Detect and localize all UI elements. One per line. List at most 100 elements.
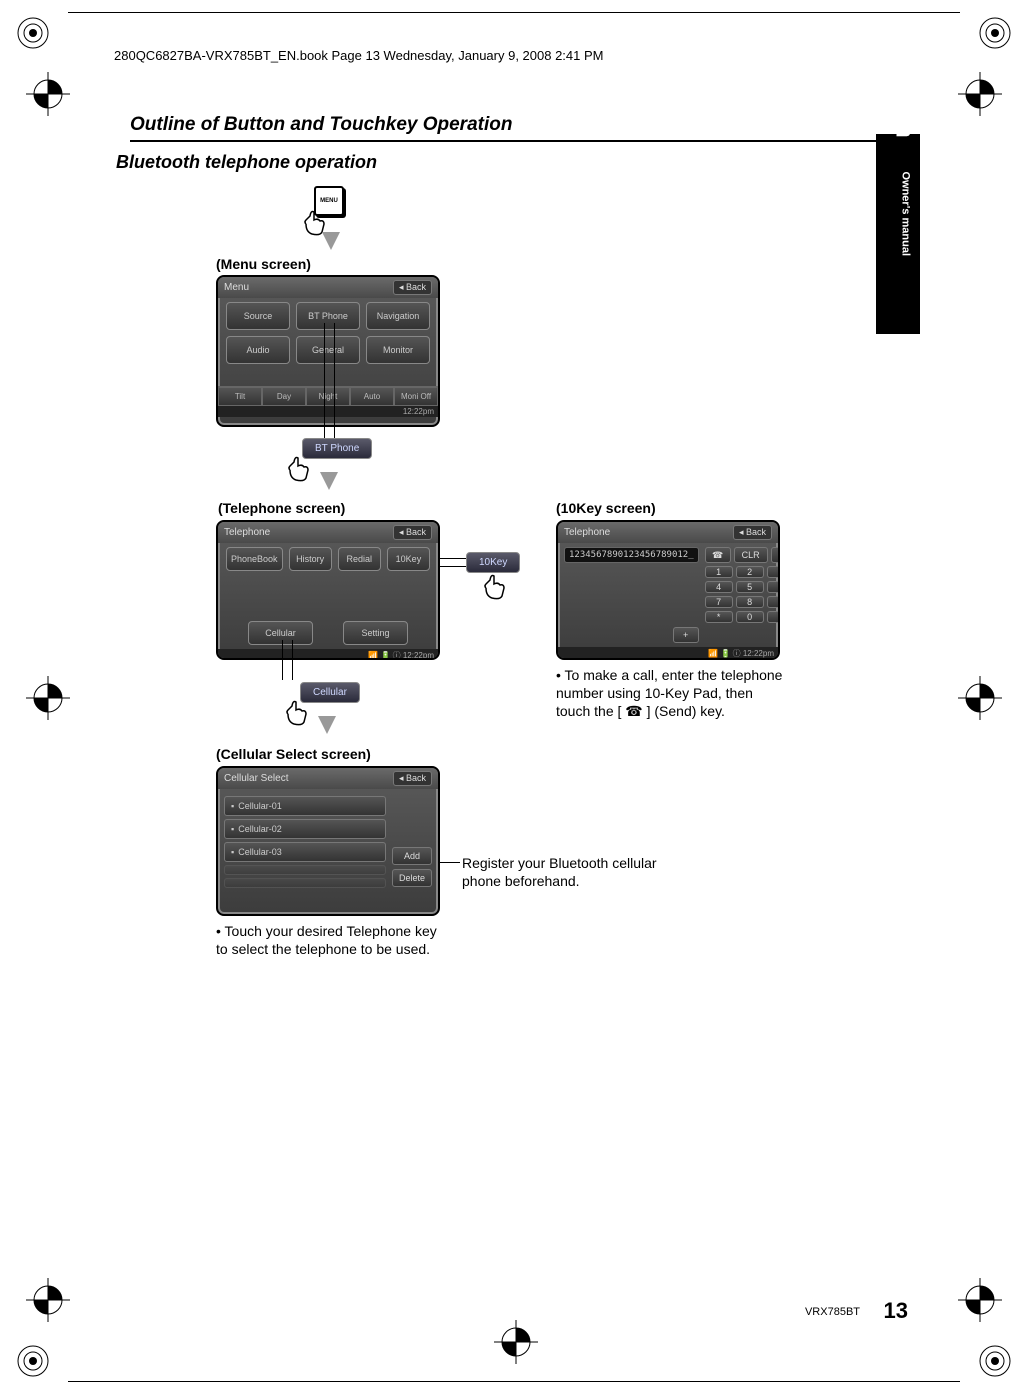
clr-button[interactable]: CLR [734, 547, 768, 563]
language-tab-sub: Owner's manual [900, 171, 912, 256]
menu-item-btphone[interactable]: BT Phone [296, 302, 360, 330]
crosshair-icon [26, 676, 70, 720]
telephone-title: Telephone [224, 527, 270, 538]
sub-heading: Bluetooth telephone operation [116, 152, 377, 173]
tel-cellular[interactable]: Cellular [248, 621, 313, 645]
register-annotation: Register your Bluetooth cellular phone b… [462, 854, 662, 890]
cellular-item-label: Cellular-02 [238, 824, 282, 834]
send-icon[interactable]: ☎ [705, 547, 731, 563]
key-6[interactable]: 6 [767, 581, 780, 593]
footer-page-number: 13 [884, 1298, 908, 1324]
arrow-down-icon [322, 232, 340, 250]
end-icon[interactable]: ☎ [771, 547, 780, 563]
leader-line [334, 323, 335, 439]
leader-line [440, 558, 466, 559]
crosshair-icon [26, 72, 70, 116]
crosshair-icon [26, 1278, 70, 1322]
menu-grid: Source BT Phone Navigation Audio General… [218, 298, 438, 368]
menu-title: Menu [224, 282, 249, 293]
language-tab [876, 134, 920, 334]
cellular-screen-label: (Cellular Select screen) [216, 746, 371, 762]
crop-line-bottom [68, 1381, 960, 1382]
menu-item-general[interactable]: General [296, 336, 360, 364]
tenkey-title-bar: Telephone ◂ Back [558, 522, 778, 543]
key-0[interactable]: 0 [736, 611, 764, 623]
key-4[interactable]: 4 [705, 581, 733, 593]
tab-night[interactable]: Night [306, 387, 350, 406]
menu-bottom-tabs: Tilt Day Night Auto Moni Off [218, 386, 438, 406]
cellular-item-2[interactable]: ▪Cellular-02 [224, 819, 386, 839]
hand-pointer-icon [278, 694, 312, 728]
key-hash[interactable]: # [767, 611, 780, 623]
tab-monioff[interactable]: Moni Off [394, 387, 438, 406]
telephone-screen-label: (Telephone screen) [218, 500, 345, 516]
cellular-item-label: Cellular-01 [238, 801, 282, 811]
tel-redial[interactable]: Redial [338, 547, 381, 571]
cellular-note: Touch your desired Telephone key to sele… [216, 922, 446, 958]
menu-screen-label: (Menu screen) [216, 256, 311, 272]
tenkey-screenshot: Telephone ◂ Back 1234567890123456789012_… [556, 520, 780, 660]
tel-phonebook[interactable]: PhoneBook [226, 547, 283, 571]
hand-pointer-icon [280, 450, 314, 484]
menu-status: 12:22pm [218, 406, 438, 417]
cellular-item-3[interactable]: ▪Cellular-03 [224, 842, 386, 862]
leader-line [324, 323, 325, 439]
telephone-status: 📶 🔋 ⓘ 12:22pm [218, 649, 438, 660]
crosshair-icon [958, 72, 1002, 116]
key-star[interactable]: * [705, 611, 733, 623]
cellular-item-empty [224, 878, 386, 888]
key-3[interactable]: 3 [767, 566, 780, 578]
menu-item-source[interactable]: Source [226, 302, 290, 330]
key-8[interactable]: 8 [736, 596, 764, 608]
cellular-screenshot: Cellular Select ◂ Back ▪Cellular-01 ▪Cel… [216, 766, 440, 916]
menu-screenshot: Menu ◂ Back Source BT Phone Navigation A… [216, 275, 440, 427]
page-header: 280QC6827BA-VRX785BT_EN.book Page 13 Wed… [114, 48, 604, 63]
key-2[interactable]: 2 [736, 566, 764, 578]
tenkey-screen-label: (10Key screen) [556, 500, 656, 516]
back-button[interactable]: ◂ Back [733, 525, 772, 540]
menu-item-monitor[interactable]: Monitor [366, 336, 430, 364]
arrow-down-icon [320, 472, 338, 490]
tel-10key[interactable]: 10Key [387, 547, 430, 571]
telephone-screenshot: Telephone ◂ Back PhoneBook History Redia… [216, 520, 440, 660]
tel-history[interactable]: History [289, 547, 332, 571]
leader-line [438, 862, 460, 863]
key-5[interactable]: 5 [736, 581, 764, 593]
cellular-title: Cellular Select [224, 773, 288, 784]
crosshair-icon [958, 1278, 1002, 1322]
key-9[interactable]: 9 [767, 596, 780, 608]
tab-auto[interactable]: Auto [350, 387, 394, 406]
reg-mark-bl [14, 1342, 52, 1380]
reg-mark-tr [976, 14, 1014, 52]
footer-model: VRX785BT [805, 1306, 860, 1318]
cellular-item-empty [224, 865, 386, 875]
section-heading: Outline of Button and Touchkey Operation [130, 114, 880, 142]
back-button[interactable]: ◂ Back [393, 280, 432, 295]
tel-setting[interactable]: Setting [343, 621, 408, 645]
tenkey-note: To make a call, enter the telephone numb… [556, 666, 786, 721]
crosshair-icon [958, 676, 1002, 720]
menu-item-audio[interactable]: Audio [226, 336, 290, 364]
crop-line-top [68, 12, 960, 13]
key-1[interactable]: 1 [705, 566, 733, 578]
back-button[interactable]: ◂ Back [393, 771, 432, 786]
back-button[interactable]: ◂ Back [393, 525, 432, 540]
hand-pointer-icon [476, 568, 510, 602]
leader-line [292, 640, 293, 680]
tenkey-plus[interactable]: + [673, 627, 699, 643]
cellular-item-label: Cellular-03 [238, 847, 282, 857]
telephone-tabs: PhoneBook History Redial 10Key [218, 543, 438, 575]
telephone-lower: Cellular Setting [218, 611, 438, 649]
crosshair-icon [494, 1320, 538, 1364]
tenkey-number-display: 1234567890123456789012_ [564, 547, 699, 563]
leader-line [440, 566, 466, 567]
delete-button[interactable]: Delete [392, 869, 432, 887]
tab-tilt[interactable]: Tilt [218, 387, 262, 406]
add-button[interactable]: Add [392, 847, 432, 865]
menu-item-navigation[interactable]: Navigation [366, 302, 430, 330]
key-7[interactable]: 7 [705, 596, 733, 608]
telephone-title-bar: Telephone ◂ Back [218, 522, 438, 543]
cellular-item-1[interactable]: ▪Cellular-01 [224, 796, 386, 816]
tab-day[interactable]: Day [262, 387, 306, 406]
leader-line [282, 640, 283, 680]
